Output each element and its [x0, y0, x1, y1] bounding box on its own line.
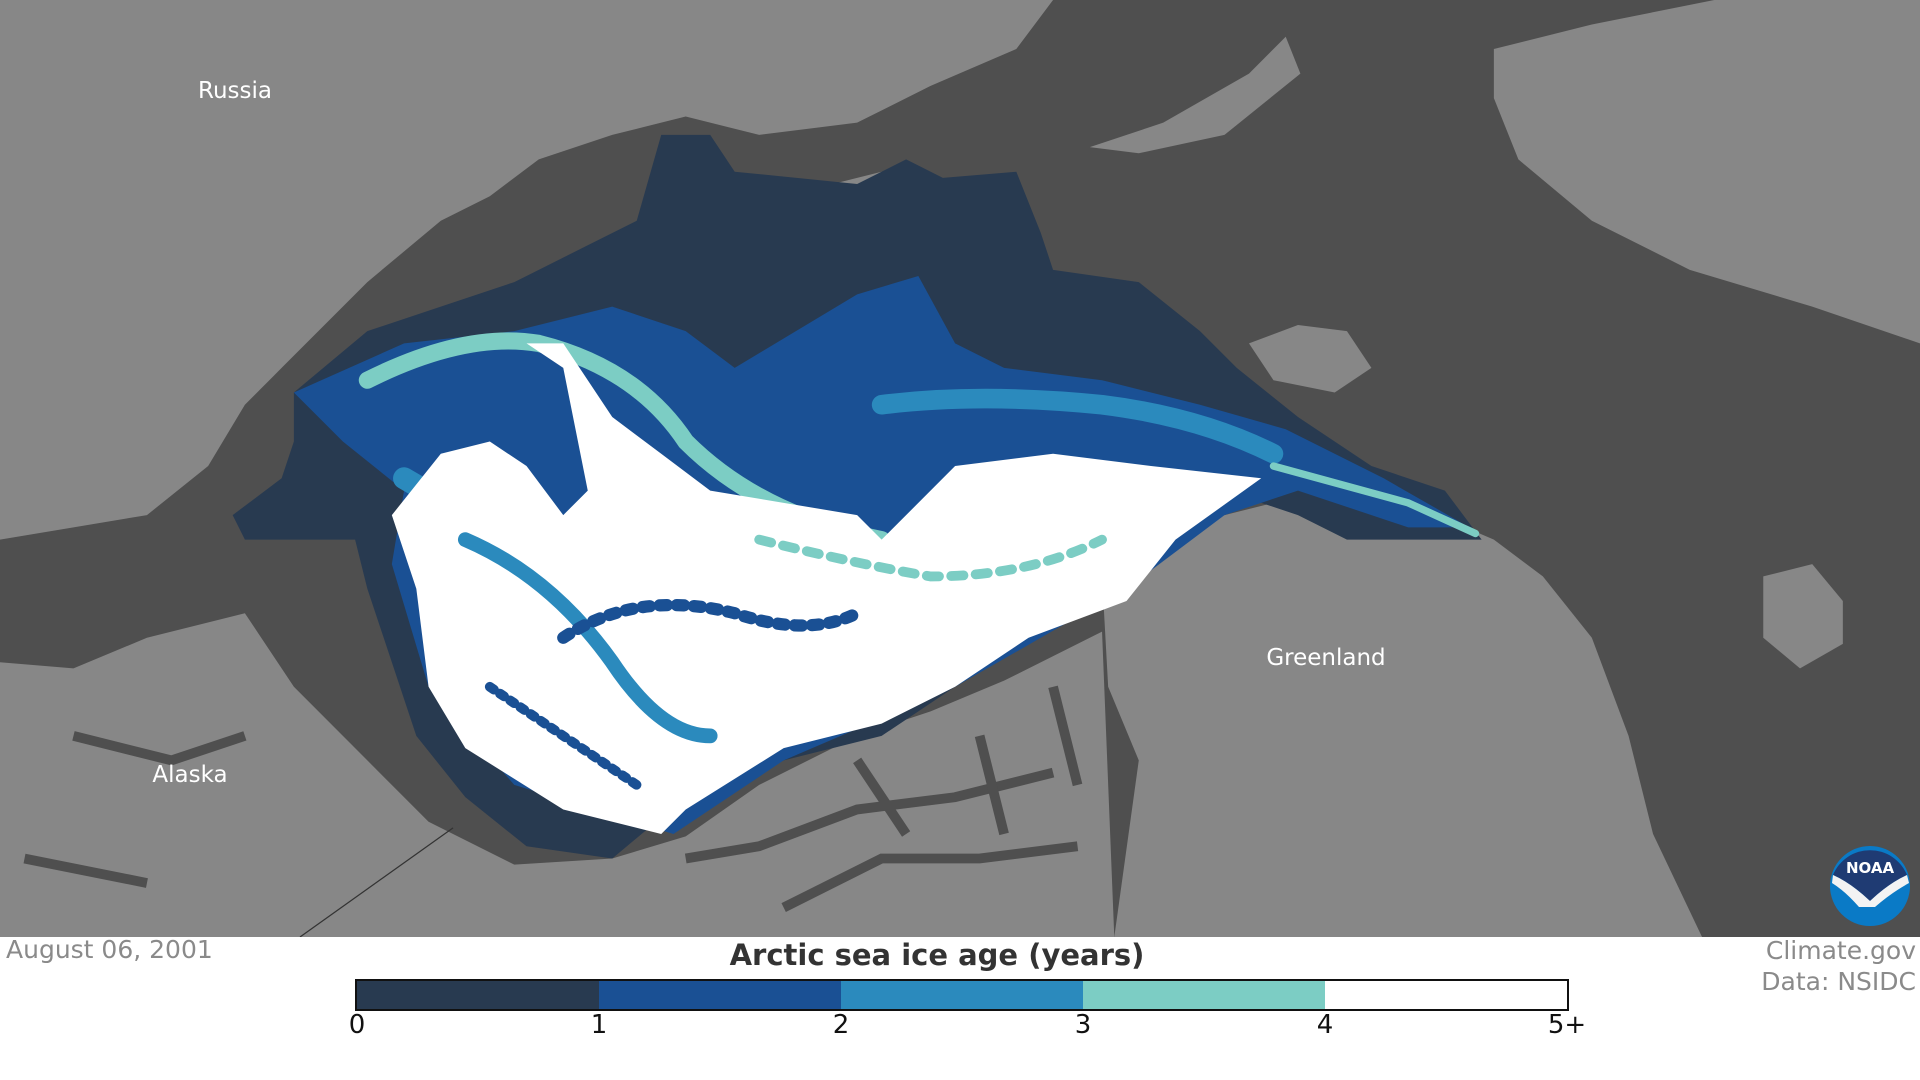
land-island-iceland — [1763, 564, 1843, 669]
tick-label: 5+ — [1547, 1010, 1587, 1040]
color-bar-bin-1 — [599, 981, 841, 1009]
ice-age-4-5plus — [391, 343, 1262, 834]
label-alaska: Alaska — [152, 762, 228, 788]
map-graphic — [0, 0, 1920, 937]
land-europe — [1493, 0, 1920, 344]
tick-label: 1 — [590, 1010, 608, 1040]
ice-streaks-inner — [457, 532, 1107, 790]
tick-label: 4 — [1316, 1010, 1334, 1040]
color-bar-bin-2 — [841, 981, 1083, 1009]
color-bar-bin-0 — [357, 981, 599, 1009]
noaa-logo-icon: NOAA — [1830, 846, 1910, 926]
date-label: August 06, 2001 — [6, 935, 213, 964]
sea-ice-map: Russia Alaska Greenland — [0, 0, 1920, 937]
credit-climate-gov: Climate.gov — [1765, 936, 1916, 965]
tick-label: 0 — [348, 1010, 366, 1040]
tick-label: 3 — [1074, 1010, 1092, 1040]
channels — [23, 685, 1083, 912]
legend-title: Arctic sea ice age (years) — [729, 938, 1145, 972]
land-north-america — [0, 613, 1115, 937]
label-russia: Russia — [198, 78, 272, 104]
land-masses — [0, 0, 1920, 937]
border-line — [299, 827, 454, 937]
land-island-nz — [1089, 36, 1301, 154]
color-bar-bin-3 — [1083, 981, 1325, 1009]
credit-data-source: Data: NSIDC — [1761, 967, 1916, 996]
land-island-svalbard — [1248, 325, 1372, 393]
label-greenland: Greenland — [1266, 645, 1386, 671]
color-bar — [355, 979, 1569, 1011]
color-bar-bin-4 — [1325, 981, 1567, 1009]
land-greenland — [1102, 490, 1703, 937]
noaa-logo-text: NOAA — [1846, 859, 1895, 877]
credits: Climate.gov Data: NSIDC — [1761, 935, 1916, 997]
tick-label: 2 — [832, 1010, 850, 1040]
land-russia — [0, 0, 1054, 540]
